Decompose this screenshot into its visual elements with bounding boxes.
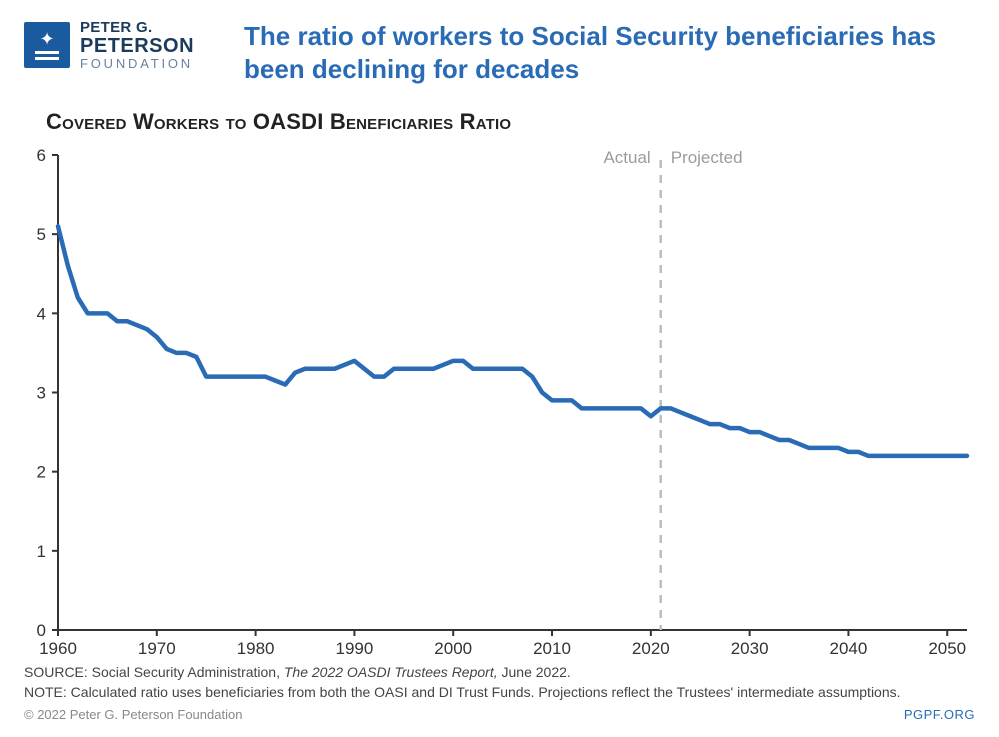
headline: The ratio of workers to Social Security … [244,20,975,85]
x-tick-label: 1990 [335,639,373,658]
copyright: © 2022 Peter G. Peterson Foundation [24,706,242,725]
logo-bar-icon [35,51,59,54]
x-tick-label: 2000 [434,639,472,658]
source-line: SOURCE: Social Security Administration, … [24,662,975,682]
x-tick-label: 1960 [39,639,77,658]
ratio-line [58,226,967,456]
x-tick-label: 2020 [632,639,670,658]
x-tick-label: 1980 [237,639,275,658]
chart-container: 0 1 2 3 4 5 6 1960 1970 1980 1990 2000 2010 2020 2030 2… [24,145,975,660]
y-tick-label: 5 [37,225,46,244]
y-tick-label: 2 [37,463,46,482]
x-tick-label: 1970 [138,639,176,658]
y-tick-label: 0 [37,621,46,640]
logo: ✦ PETER G. PETERSON FOUNDATION [24,20,224,70]
label-actual: Actual [603,148,650,167]
label-projected: Projected [671,148,743,167]
line-chart: 0 1 2 3 4 5 6 1960 1970 1980 1990 2000 2010 2020 2030 2… [24,145,975,660]
header: ✦ PETER G. PETERSON FOUNDATION The ratio… [24,20,975,85]
logo-bar-icon [35,57,59,60]
note-line: NOTE: Calculated ratio uses beneficiarie… [24,682,975,702]
y-tick-label: 3 [37,384,46,403]
footer: SOURCE: Social Security Administration, … [24,662,975,725]
y-tick-label: 6 [37,146,46,165]
logo-line2: PETERSON [80,36,194,57]
footer-bottom: © 2022 Peter G. Peterson Foundation PGPF… [24,706,975,725]
x-tick-label: 2030 [731,639,769,658]
source-italic: The 2022 OASDI Trustees Report, [284,664,498,680]
logo-line3: FOUNDATION [80,57,194,71]
logo-line1: PETER G. [80,20,194,36]
y-tick-label: 4 [37,304,46,323]
source-suffix: June 2022. [498,664,571,680]
site-link: PGPF.ORG [904,706,975,725]
y-tick-label: 1 [37,542,46,561]
chart-subtitle: Covered Workers to OASDI Beneficiaries R… [46,109,975,135]
x-tick-label: 2040 [830,639,868,658]
page-root: ✦ PETER G. PETERSON FOUNDATION The ratio… [0,0,999,737]
logo-mark-icon: ✦ [24,22,70,68]
logo-text: PETER G. PETERSON FOUNDATION [80,20,194,70]
x-tick-label: 2010 [533,639,571,658]
x-tick-label: 2050 [928,639,966,658]
source-prefix: SOURCE: Social Security Administration, [24,664,284,680]
torch-icon: ✦ [39,30,54,48]
